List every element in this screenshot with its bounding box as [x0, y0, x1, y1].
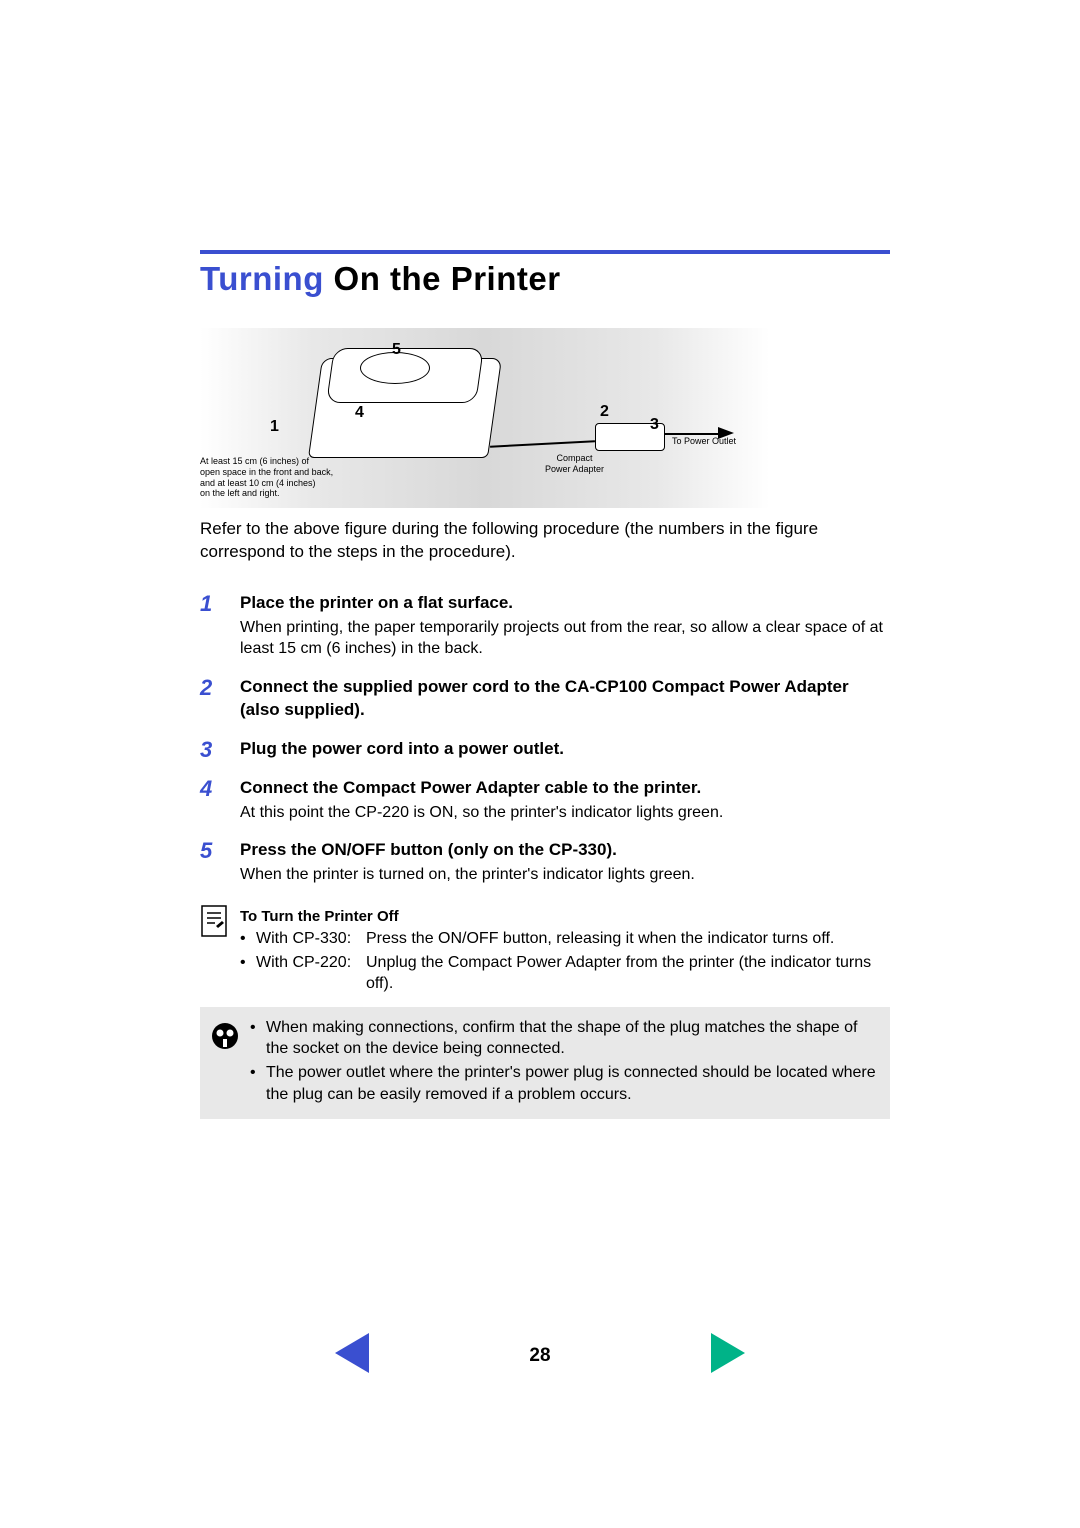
step-row: 5Press the ON/OFF button (only on the CP… — [200, 839, 890, 886]
step-heading: Press the ON/OFF button (only on the CP-… — [240, 839, 890, 862]
page-footer: 28 — [0, 1333, 1080, 1378]
step-text: When the printer is turned on, the print… — [240, 864, 890, 886]
step-text: At this point the CP-220 is ON, so the p… — [240, 802, 890, 824]
step-text: When printing, the paper temporarily pro… — [240, 617, 890, 660]
step-number: 2 — [200, 676, 240, 722]
turn-off-note: To Turn the Printer Off •With CP-330:Pre… — [200, 902, 890, 997]
callout-text: When making connections, confirm that th… — [266, 1017, 876, 1060]
step-row: 4Connect the Compact Power Adapter cable… — [200, 777, 890, 824]
figure-caption-adapter: Compact Power Adapter — [545, 453, 604, 475]
step-heading: Connect the supplied power cord to the C… — [240, 676, 890, 722]
step-heading: Plug the power cord into a power outlet. — [240, 738, 890, 761]
figure-label-2: 2 — [600, 403, 609, 421]
bullet-dot: • — [240, 928, 256, 950]
turn-off-text: Press the ON/OFF button, releasing it wh… — [366, 928, 890, 950]
figure-caption-space: At least 15 cm (6 inches) of open space … — [200, 456, 333, 499]
callout-bullet: •The power outlet where the printer's po… — [250, 1062, 876, 1105]
turn-off-title: To Turn the Printer Off — [240, 908, 890, 925]
step-number: 3 — [200, 738, 240, 761]
figure-label-4: 4 — [355, 404, 364, 422]
turn-off-text: Unplug the Compact Power Adapter from th… — [366, 952, 890, 995]
prev-page-button[interactable] — [335, 1333, 369, 1378]
turn-off-bullet: •With CP-330:Press the ON/OFF button, re… — [240, 928, 890, 950]
step-row: 1Place the printer on a flat surface.Whe… — [200, 592, 890, 660]
title-accent: Turning — [200, 260, 324, 297]
step-heading: Place the printer on a flat surface. — [240, 592, 890, 615]
callout-bullet: •When making connections, confirm that t… — [250, 1017, 876, 1060]
cable-adapter-outlet — [665, 433, 720, 435]
next-page-button[interactable] — [711, 1333, 745, 1378]
step-row: 2Connect the supplied power cord to the … — [200, 676, 890, 722]
callout-text: The power outlet where the printer's pow… — [266, 1062, 876, 1105]
bullet-dot: • — [240, 952, 256, 995]
bullet-dot: • — [250, 1062, 266, 1105]
step-number: 1 — [200, 592, 240, 660]
step-number: 5 — [200, 839, 240, 886]
page-title: Turning On the Printer — [200, 260, 890, 298]
page-number: 28 — [529, 1345, 550, 1367]
turn-off-model: With CP-330: — [256, 928, 366, 950]
cable-printer-adapter — [490, 440, 595, 447]
figure-caption-outlet: To Power Outlet — [672, 436, 736, 447]
turn-off-model: With CP-220: — [256, 952, 366, 995]
figure-label-3: 3 — [650, 416, 659, 434]
caution-callout: •When making connections, confirm that t… — [200, 1007, 890, 1119]
bullet-dot: • — [250, 1017, 266, 1060]
setup-diagram: 1 4 5 2 3 At least 15 cm (6 inches) of o… — [200, 328, 770, 508]
turn-off-bullet: •With CP-220:Unplug the Compact Power Ad… — [240, 952, 890, 995]
title-rest: On the Printer — [324, 260, 561, 297]
step-heading: Connect the Compact Power Adapter cable … — [240, 777, 890, 800]
note-icon — [200, 904, 228, 938]
figure-label-5: 5 — [392, 341, 401, 359]
intro-text: Refer to the above figure during the fol… — [200, 518, 890, 564]
caution-icon — [210, 1021, 240, 1051]
step-row: 3Plug the power cord into a power outlet… — [200, 738, 890, 761]
step-number: 4 — [200, 777, 240, 824]
figure-label-1: 1 — [270, 418, 279, 436]
header-rule — [200, 250, 890, 254]
